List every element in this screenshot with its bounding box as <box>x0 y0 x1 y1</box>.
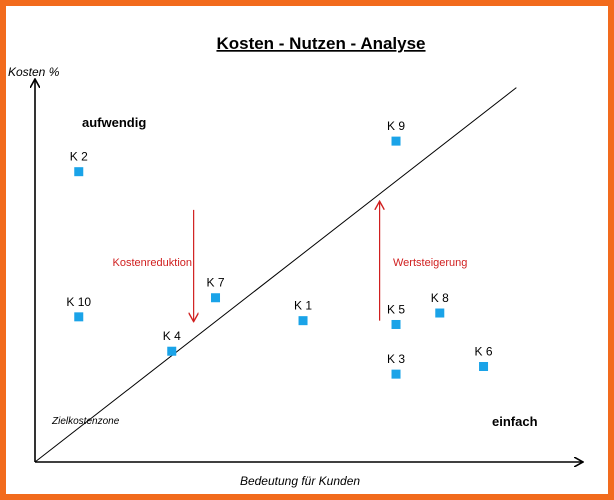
label-aufwendig: aufwendig <box>82 115 146 130</box>
label-zielkostenzone: Zielkostenzone <box>51 416 120 427</box>
point-label-k10: K 10 <box>66 295 91 309</box>
point-marker-k9 <box>391 136 401 146</box>
point-label-k5: K 5 <box>387 302 405 316</box>
point-label-k8: K 8 <box>431 291 449 305</box>
chart-title: Kosten - Nutzen - Analyse <box>216 34 425 53</box>
point-marker-k5 <box>391 319 401 329</box>
point-label-k2: K 2 <box>70 150 88 164</box>
point-label-k1: K 1 <box>294 299 312 313</box>
x-axis-label: Bedeutung für Kunden <box>240 474 360 488</box>
label-wertsteigerung: Wertsteigerung <box>393 257 467 269</box>
point-marker-k7 <box>211 293 221 303</box>
y-axis-label: Kosten % <box>8 65 60 79</box>
point-label-k7: K 7 <box>207 276 225 290</box>
point-label-k9: K 9 <box>387 119 405 133</box>
point-label-k6: K 6 <box>475 345 493 359</box>
point-marker-k6 <box>479 362 489 371</box>
point-marker-k2 <box>74 167 84 177</box>
label-kostenreduktion: Kostenreduktion <box>113 257 193 269</box>
point-label-k4: K 4 <box>163 329 181 343</box>
cost-benefit-chart: Kosten - Nutzen - Analyse Kosten % Bedeu… <box>8 34 608 488</box>
point-marker-k3 <box>391 369 401 379</box>
label-einfach: einfach <box>492 414 538 429</box>
point-marker-k4 <box>167 346 177 356</box>
point-marker-k8 <box>435 308 445 318</box>
chart-frame: Kosten - Nutzen - Analyse Kosten % Bedeu… <box>6 6 608 494</box>
point-label-k3: K 3 <box>387 352 405 366</box>
point-marker-k1 <box>298 316 308 326</box>
point-marker-k10 <box>74 312 84 322</box>
target-cost-diagonal <box>34 87 517 463</box>
data-points: K 1 K 2 K 3 K 4 K 5 K 6 K 7 K 8 K 9 K 10 <box>66 119 493 379</box>
